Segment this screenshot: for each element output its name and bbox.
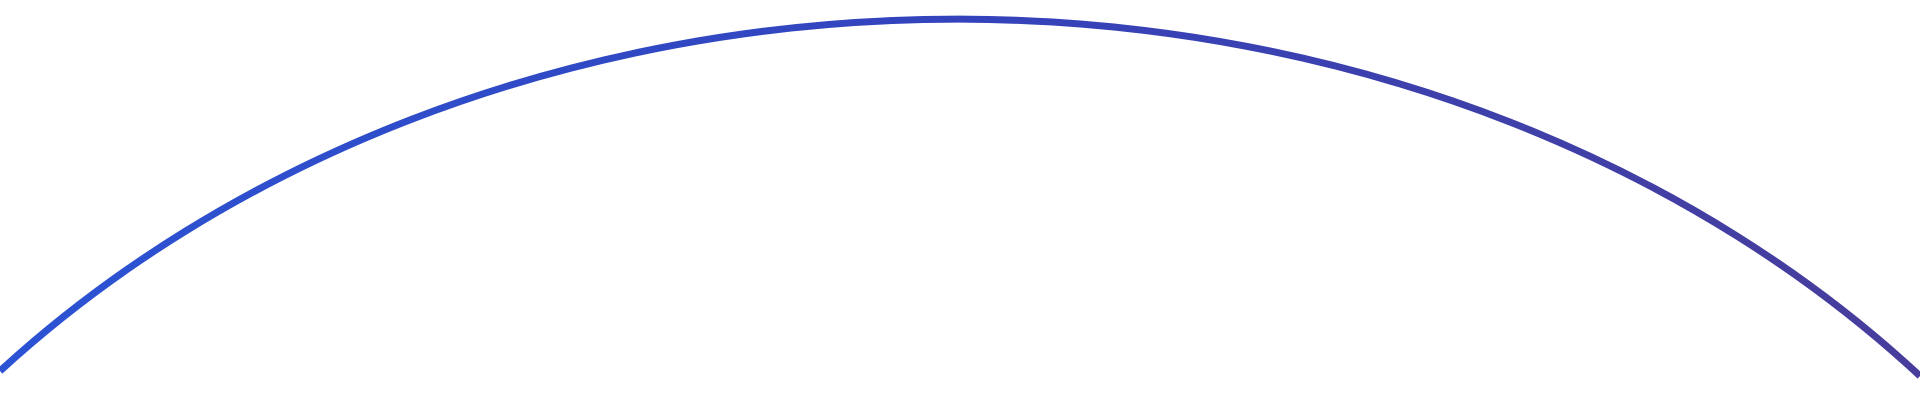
arc-curve-line [0, 15, 1920, 379]
